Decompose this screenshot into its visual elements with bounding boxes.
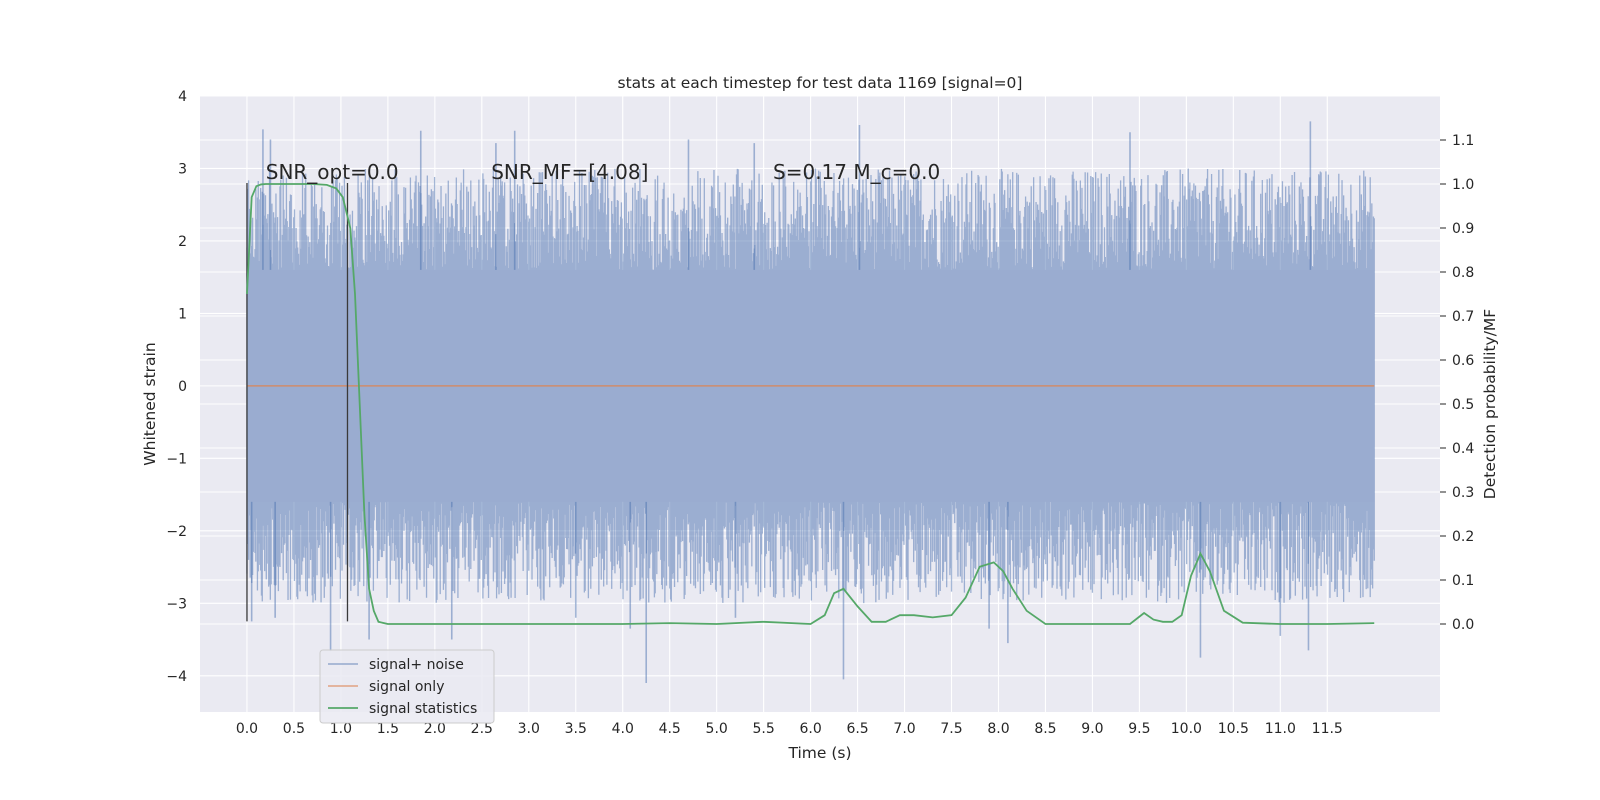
x-axis-ticks: 0.0 0.5 1.0 1.5 2.0 2.5 3.0 3.5 4.0 4.5 5.0 5.5 6.0 6…	[236, 721, 1343, 737]
x-tick-label: 0.0	[236, 721, 258, 737]
y-right-tick-label: 0.0	[1452, 617, 1474, 633]
x-tick-label: 1.5	[377, 721, 399, 737]
y-axis-label: Whitened strain	[141, 342, 159, 465]
x-tick-label: 11.0	[1265, 721, 1296, 737]
x-tick-label: 2.0	[424, 721, 446, 737]
x-tick-label: 11.5	[1312, 721, 1343, 737]
y-right-tick-label: 0.7	[1452, 309, 1474, 325]
legend-label-noise: signal+ noise	[369, 657, 464, 673]
y-tick-label: 2	[178, 234, 187, 250]
x-axis-label: Time (s)	[787, 744, 851, 762]
y-axis-right-ticks: 1.1 1.0 0.9 0.8 0.7 0.6 0.5 0.4 0.3 0.2 0.1 0.0	[1440, 133, 1474, 633]
y-right-tick-label: 0.4	[1452, 441, 1474, 457]
signal-statistics-series	[246, 183, 1375, 625]
y-tick-label: −1	[166, 451, 187, 467]
y-axis-right-label: Detection probability/MF	[1481, 309, 1499, 500]
y-right-tick-label: 0.6	[1452, 353, 1474, 369]
x-tick-label: 7.5	[940, 721, 962, 737]
x-tick-label: 3.0	[518, 721, 540, 737]
legend: signal+ noise signal only signal statist…	[319, 649, 495, 724]
y-axis-ticks: 4 3 2 1 0 −1 −2 −3 −4	[166, 89, 187, 685]
x-tick-label: 6.0	[799, 721, 821, 737]
y-tick-label: −3	[166, 596, 187, 612]
x-tick-label: 5.5	[753, 721, 775, 737]
legend-label-statistics: signal statistics	[369, 701, 477, 717]
x-tick-label: 4.0	[612, 721, 634, 737]
y-tick-label: 3	[178, 161, 187, 177]
y-right-tick-label: 0.5	[1452, 397, 1474, 413]
y-tick-label: −4	[166, 669, 187, 685]
y-tick-label: −2	[166, 524, 187, 540]
vertical-markers	[246, 182, 349, 622]
y-right-tick-label: 1.0	[1452, 177, 1474, 193]
legend-box	[319, 649, 495, 724]
x-tick-label: 1.0	[330, 721, 352, 737]
x-tick-label: 0.5	[283, 721, 305, 737]
annotation-text: SNR_opt=0.0	[266, 160, 399, 184]
x-tick-label: 3.5	[565, 721, 587, 737]
x-tick-label: 9.0	[1081, 721, 1103, 737]
y-tick-label: 4	[178, 89, 187, 105]
y-tick-label: 1	[178, 306, 187, 322]
x-tick-label: 7.0	[893, 721, 915, 737]
y-right-tick-label: 1.1	[1452, 133, 1474, 149]
x-tick-label: 2.5	[471, 721, 493, 737]
y-right-tick-label: 0.9	[1452, 221, 1474, 237]
x-tick-label: 10.5	[1218, 721, 1249, 737]
y-right-tick-label: 0.8	[1452, 265, 1474, 281]
y-right-tick-label: 0.1	[1452, 573, 1474, 589]
y-right-tick-label: 0.3	[1452, 485, 1474, 501]
y-tick-label: 0	[178, 379, 187, 395]
x-tick-label: 10.0	[1171, 721, 1202, 737]
x-tick-label: 8.0	[987, 721, 1009, 737]
signal-statistics-line	[246, 183, 1375, 625]
annotation-text: SNR_MF=[4.08]	[491, 160, 648, 184]
y-right-tick-label: 0.2	[1452, 529, 1474, 545]
x-tick-label: 6.5	[846, 721, 868, 737]
x-tick-label: 5.0	[706, 721, 728, 737]
x-tick-label: 9.5	[1128, 721, 1150, 737]
x-tick-label: 4.5	[659, 721, 681, 737]
legend-label-signal-only: signal only	[369, 679, 444, 695]
annotation-text: S=0.17 M_c=0.0	[773, 160, 940, 184]
annotations: SNR_opt=0.0 SNR_MF=[4.08] S=0.17 M_c=0.0	[266, 160, 940, 184]
chart-title: stats at each timestep for test data 116…	[618, 74, 1023, 92]
x-tick-label: 8.5	[1034, 721, 1056, 737]
